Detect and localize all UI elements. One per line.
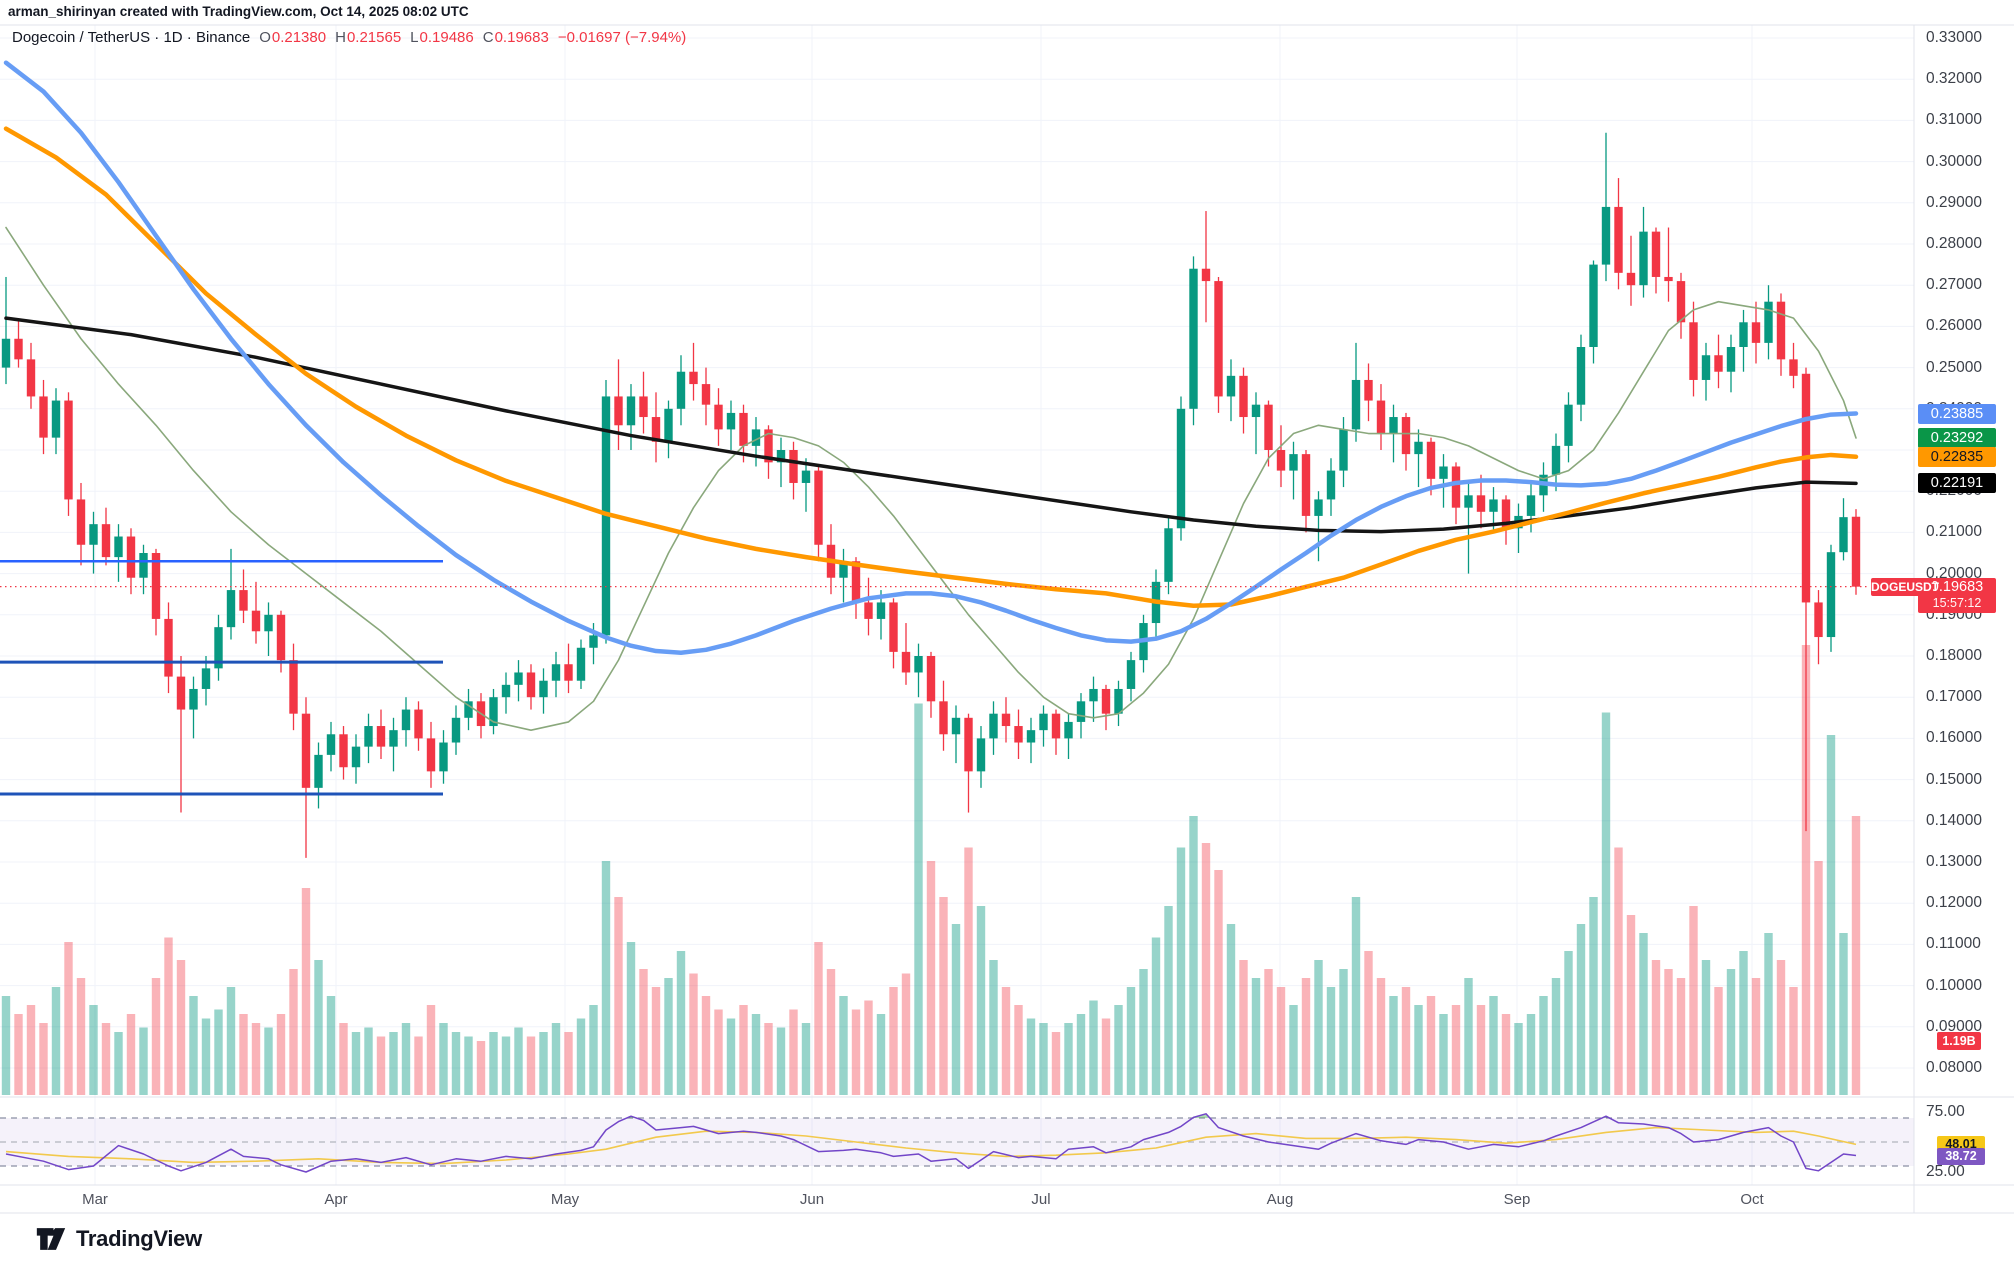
attribution-text: arman_shirinyan created with TradingView… (8, 4, 469, 19)
price-tick: 0.30000 (1926, 152, 1983, 170)
rsi-value-badge: 38.72 (1937, 1147, 1985, 1165)
symbol-title[interactable]: Dogecoin / TetherUS · 1D · Binance (12, 29, 251, 46)
change-value: −0.01697 (−7.94%) (557, 29, 687, 46)
price-tick: 0.16000 (1926, 729, 1983, 747)
price-tick: 0.17000 (1926, 688, 1983, 706)
ma-blue-price-badge: 0.23885 (1918, 403, 1996, 424)
last-price-value: 0.19683 (1930, 578, 1984, 595)
ma-orange-price-badge: 0.22835 (1918, 446, 1996, 467)
month-label: Jun (799, 1191, 825, 1208)
price-tick: 0.21000 (1926, 523, 1983, 541)
price-tick: 0.31000 (1926, 111, 1983, 129)
candle-countdown: 15:57:12 (1932, 595, 1982, 610)
ma-black-price-badge: 0.22191 (1918, 473, 1996, 494)
tradingview-logo-icon (36, 1228, 66, 1250)
price-tick: 0.25000 (1926, 358, 1983, 376)
month-label: Aug (1266, 1191, 1294, 1208)
rsi-tick: 25.00 (1926, 1163, 1965, 1180)
price-tick: 0.18000 (1926, 647, 1983, 664)
ma-green-price-badge: 0.23292 (1918, 427, 1996, 448)
month-label: Mar (82, 1191, 108, 1208)
price-tick: 0.26000 (1926, 317, 1983, 335)
price-tick: 0.32000 (1926, 70, 1983, 88)
symbol-price-label: DOGEUSDT (1871, 577, 1940, 596)
ohlc-close: C0.19683 (482, 29, 549, 46)
month-label: Jul (1031, 1191, 1051, 1208)
tradingview-footer[interactable]: TradingView (36, 1224, 202, 1254)
price-tick: 0.10000 (1926, 976, 1983, 994)
rsi-tick: 75.00 (1926, 1103, 1965, 1120)
price-tick: 0.15000 (1926, 770, 1983, 788)
price-tick: 0.27000 (1926, 276, 1983, 294)
price-tick: 0.13000 (1926, 853, 1983, 870)
price-tick: 0.33000 (1926, 29, 1983, 46)
price-tick: 0.14000 (1926, 811, 1983, 829)
price-tick: 0.20000 (1926, 564, 1983, 582)
month-label: May (550, 1191, 580, 1208)
month-label: Apr (324, 1191, 348, 1208)
price-tick: 0.12000 (1926, 894, 1983, 912)
price-tick: 0.09000 (1926, 1017, 1983, 1035)
month-label: Oct (1740, 1191, 1764, 1208)
price-tick: 0.29000 (1926, 193, 1983, 211)
ohlc-low: L0.19486 (410, 29, 474, 46)
price-tick: 0.08000 (1926, 1059, 1983, 1076)
month-label: Sep (1503, 1191, 1531, 1208)
ohlc-open: O0.21380 (259, 29, 327, 46)
symbol-info-bar: Dogecoin / TetherUS · 1D · Binance O0.21… (12, 29, 686, 46)
tradingview-logo-text: TradingView (76, 1226, 202, 1251)
price-tick: 0.28000 (1926, 235, 1983, 252)
ohlc-high: H0.21565 (335, 29, 402, 46)
volume-value-badge: 1.19B (1937, 1032, 1981, 1050)
price-tick: 0.11000 (1926, 935, 1981, 953)
